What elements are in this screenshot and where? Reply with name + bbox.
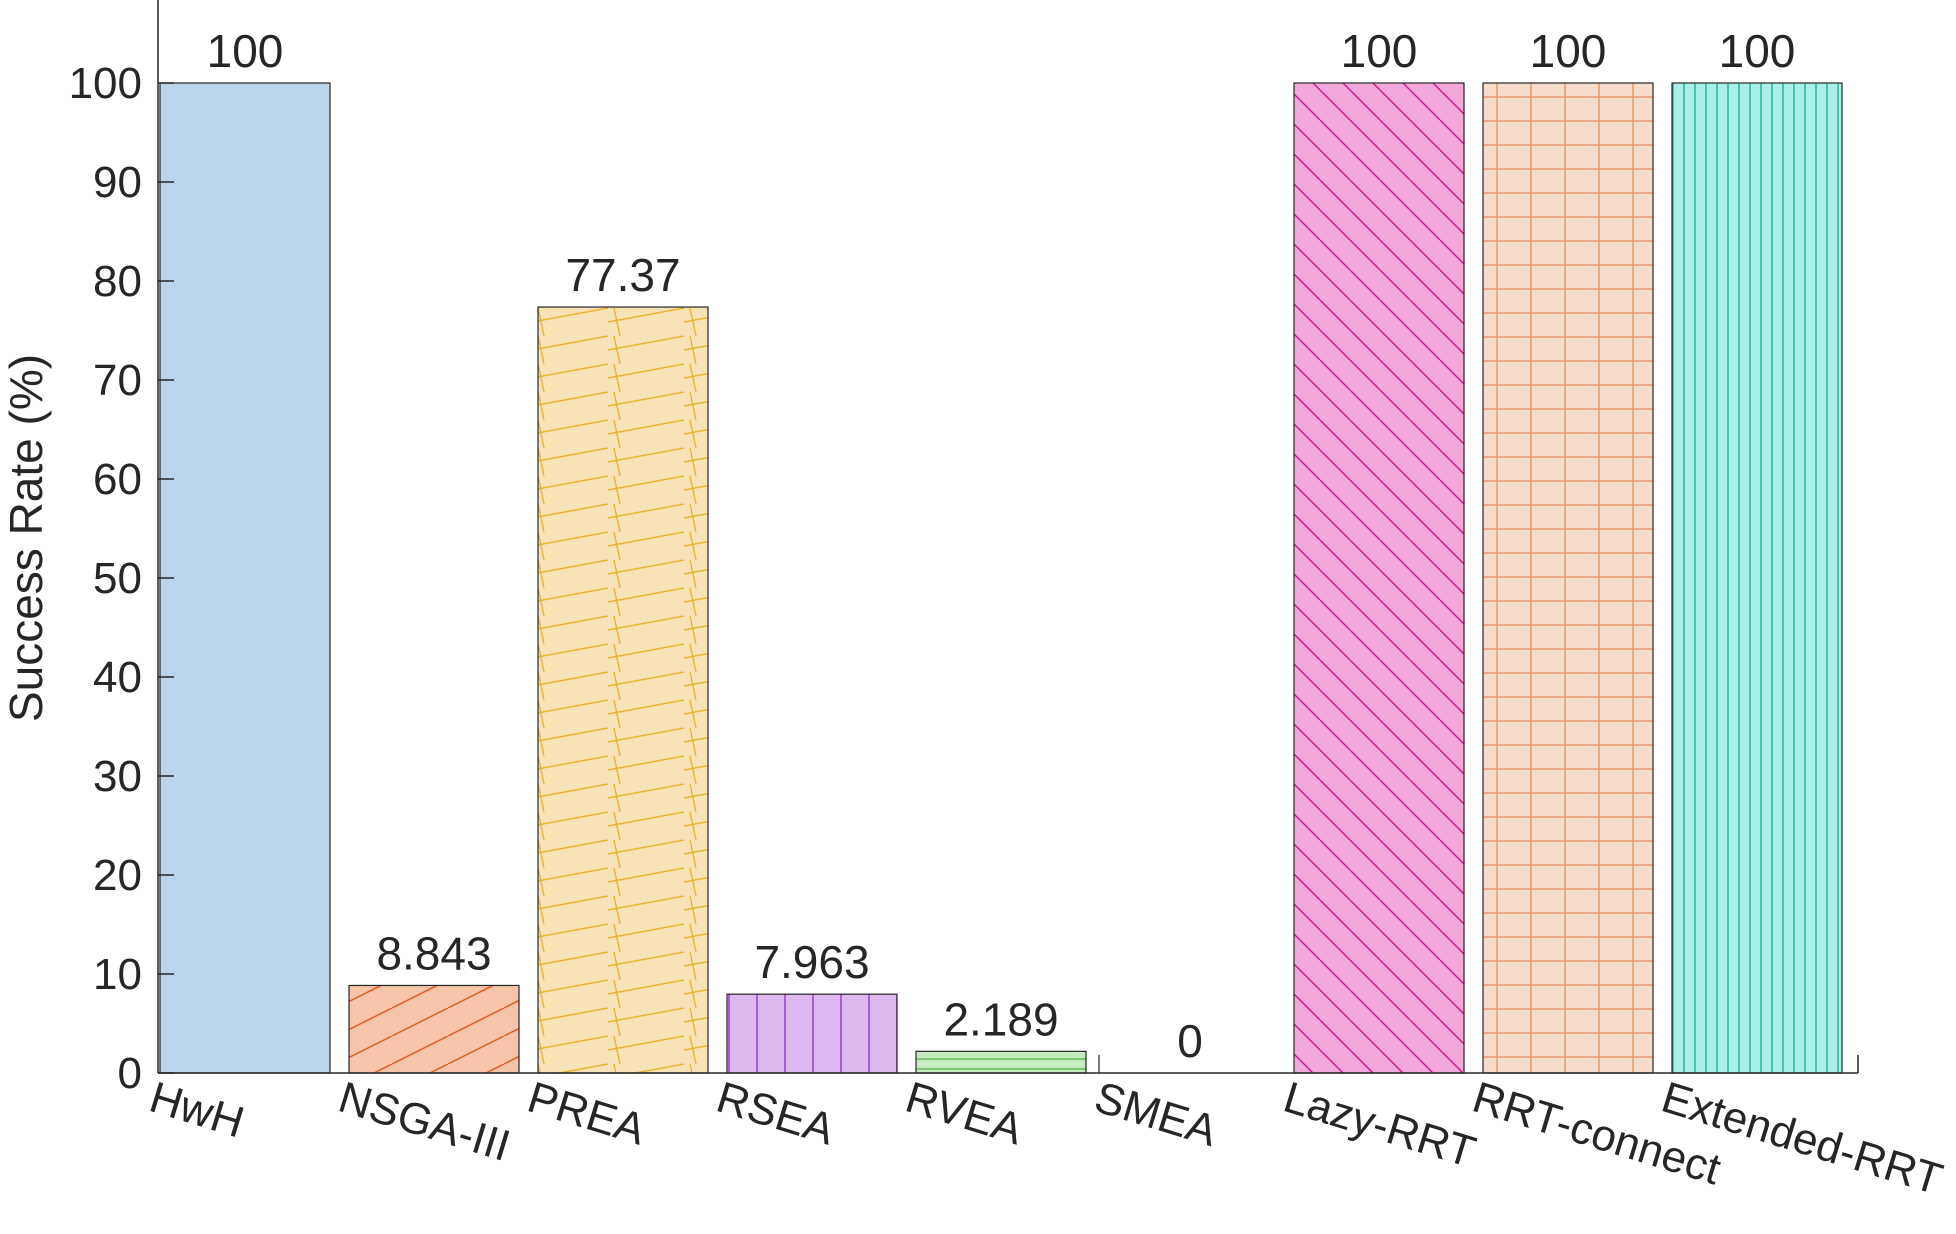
bars — [159, 82, 1843, 1074]
y-tick-label: 40 — [93, 653, 142, 702]
y-tick-label: 0 — [118, 1049, 142, 1098]
category-label-lazy-rrt: Lazy-RRT — [1278, 1073, 1481, 1178]
y-axis-title: Success Rate (%) — [0, 354, 52, 722]
data-labels: 100 8.843 77.37 7.963 2.189 0 100 100 100 — [207, 25, 1796, 1067]
bar-hwh — [159, 82, 331, 1074]
y-tick-label: 30 — [93, 752, 142, 801]
y-tick-label: 20 — [93, 851, 142, 900]
data-label-rvea: 2.189 — [943, 993, 1058, 1045]
y-tick-label: 80 — [93, 257, 142, 306]
category-label-nsga-iii: NSGA-III — [333, 1073, 516, 1171]
data-label-prea: 77.37 — [565, 249, 680, 301]
y-ticks: 0 10 20 30 40 50 60 70 80 90 100 — [69, 59, 174, 1098]
y-tick-label: 50 — [93, 554, 142, 603]
data-label-extended-rrt: 100 — [1719, 25, 1796, 77]
y-tick-label: 100 — [69, 59, 142, 108]
data-label-lazy-rrt: 100 — [1341, 25, 1418, 77]
bar-rrt-connect — [1482, 82, 1654, 1074]
category-label-rsea: RSEA — [711, 1073, 841, 1155]
bar-extended-rrt — [1671, 82, 1843, 1074]
category-label-hwh: HwH — [144, 1073, 249, 1148]
data-label-nsga-iii: 8.843 — [376, 927, 491, 979]
bar-nsga-iii — [348, 984, 520, 1074]
data-label-smea: 0 — [1177, 1015, 1203, 1067]
y-tick-label: 90 — [93, 158, 142, 207]
y-tick-label: 10 — [93, 950, 142, 999]
axes — [157, 0, 1859, 1074]
y-tick-label: 70 — [93, 356, 142, 405]
category-label-rvea: RVEA — [900, 1073, 1029, 1155]
bar-lazy-rrt — [1293, 82, 1465, 1074]
y-tick-label: 60 — [93, 455, 142, 504]
bar-prea — [537, 306, 709, 1074]
category-label-prea: PREA — [522, 1073, 652, 1155]
data-label-rrt-connect: 100 — [1530, 25, 1607, 77]
category-label-smea: SMEA — [1089, 1073, 1223, 1157]
category-labels: HwH NSGA-III PREA RSEA RVEA SMEA Lazy-RRTRRT-c… — [144, 1073, 1948, 1205]
bar-rvea — [915, 1050, 1087, 1074]
data-label-rsea: 7.963 — [754, 936, 869, 988]
data-label-hwh: 100 — [207, 25, 284, 77]
bar-rsea — [726, 993, 898, 1074]
